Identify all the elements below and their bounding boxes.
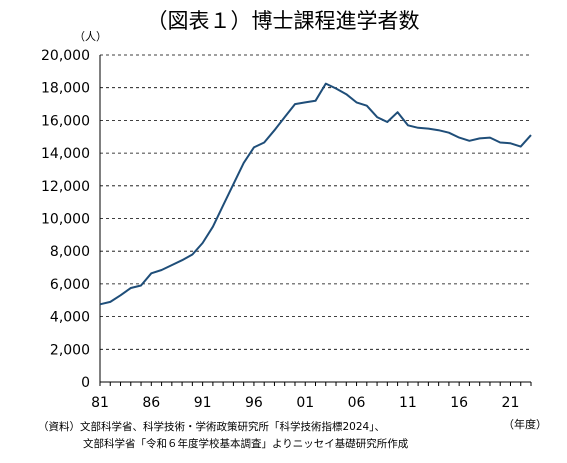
y-tick-label: 20,000	[41, 48, 90, 64]
x-tick-label: 96	[245, 395, 263, 411]
y-axis-unit: （人）	[74, 30, 107, 43]
x-axis-unit: （年度）	[503, 417, 547, 431]
y-tick-label: 2,000	[50, 342, 90, 358]
x-tick-label: 11	[399, 395, 417, 411]
series	[99, 82, 532, 306]
x-tick-label: 16	[450, 395, 468, 411]
y-tick-label: 4,000	[50, 310, 90, 326]
source-note-1: （資料）文部科学省、科学技術・学術政策研究所「科学技術指標2024」、	[38, 420, 385, 433]
x-tick-label: 86	[142, 395, 160, 411]
y-tick-label: 18,000	[41, 81, 90, 97]
y-tick-label: 14,000	[41, 146, 90, 162]
x-tick-label: 81	[91, 395, 109, 411]
y-tick-label: 10,000	[41, 212, 90, 228]
y-tick-label: 6,000	[50, 277, 90, 293]
source-note-2: 文部科学省「令和６年度学校基本調査」よりニッセイ基礎研究所作成	[83, 437, 409, 450]
x-tick-label: 21	[502, 395, 520, 411]
y-tick-label: 8,000	[50, 244, 90, 260]
x-axis	[99, 55, 532, 386]
x-tick-label: 06	[348, 395, 366, 411]
y-axis-ticks: 0 2,000 4,000 6,000 8,000 10,000 12,000 14,000 1…	[41, 48, 90, 391]
y-tick-label: 12,000	[41, 179, 90, 195]
x-axis-ticks: 81 86 91 96 01 06 11 16 21	[91, 395, 519, 411]
series-line	[99, 82, 532, 306]
chart-title: （図表１）博士課程進学者数	[147, 9, 420, 33]
y-tick-label: 16,000	[41, 113, 90, 129]
x-tick-label: 91	[194, 395, 212, 411]
x-tick-label: 01	[296, 395, 314, 411]
y-tick-label: 0	[81, 375, 90, 391]
